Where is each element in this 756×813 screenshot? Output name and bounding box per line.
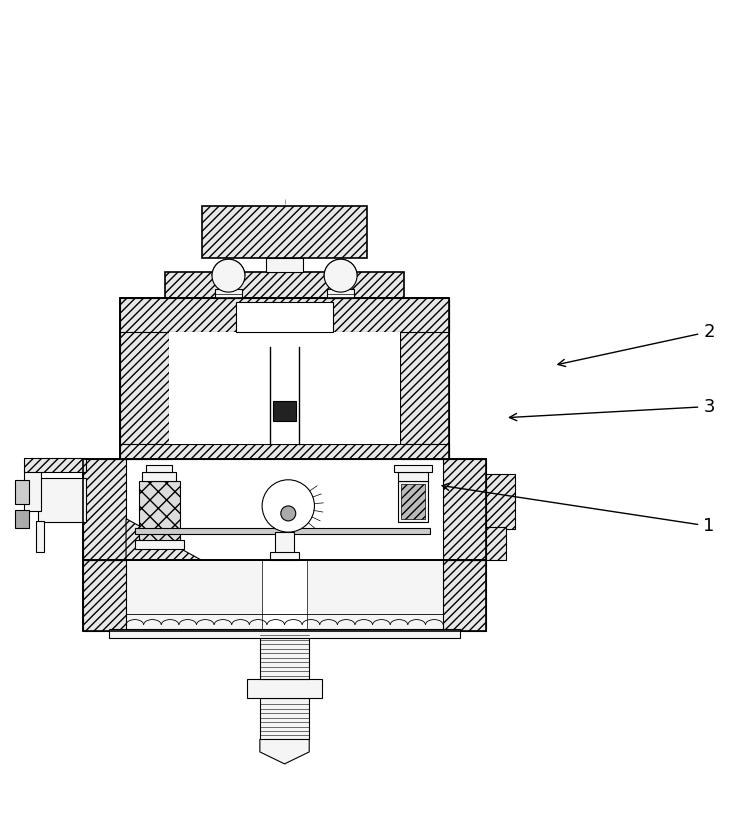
Text: 2: 2 (558, 323, 714, 367)
Bar (15, 480, 29, 504)
Circle shape (212, 259, 245, 292)
Bar (120, 298, 449, 459)
Bar (82, 459, 126, 560)
Bar (401, 485, 425, 520)
Bar (260, 698, 309, 739)
Text: 1: 1 (442, 483, 714, 535)
Bar (15, 510, 29, 528)
Bar (82, 560, 486, 631)
Bar (327, 289, 354, 298)
Bar (274, 401, 296, 421)
Text: 3: 3 (510, 398, 714, 420)
Bar (165, 272, 404, 298)
Polygon shape (126, 519, 201, 560)
Bar (82, 459, 486, 560)
Bar (82, 459, 486, 560)
Bar (36, 521, 44, 552)
Bar (82, 560, 486, 631)
Polygon shape (260, 739, 309, 764)
Bar (120, 298, 449, 332)
Bar (139, 481, 180, 541)
Bar (215, 289, 242, 298)
Bar (24, 470, 41, 511)
Bar (443, 560, 486, 631)
Bar (109, 629, 460, 638)
Bar (120, 444, 449, 459)
Circle shape (280, 506, 296, 521)
Bar (260, 631, 309, 680)
Bar (395, 465, 432, 472)
Bar (443, 459, 486, 560)
Bar (120, 298, 169, 459)
Wedge shape (212, 259, 245, 276)
Bar (398, 481, 428, 523)
Circle shape (324, 259, 357, 292)
Bar (236, 302, 333, 332)
Bar (401, 298, 449, 459)
Bar (169, 332, 401, 444)
Bar (203, 207, 367, 259)
Bar (270, 552, 299, 560)
Bar (262, 560, 307, 631)
Bar (24, 458, 86, 472)
Bar (135, 540, 184, 549)
Bar (247, 680, 322, 698)
Bar (266, 259, 303, 272)
Bar (146, 465, 172, 472)
Bar (486, 474, 515, 529)
Bar (82, 560, 126, 631)
Bar (126, 459, 443, 560)
Circle shape (262, 480, 314, 532)
Bar (120, 298, 449, 459)
Bar (142, 472, 176, 481)
Bar (486, 528, 506, 560)
Bar (135, 528, 430, 533)
Bar (275, 532, 294, 559)
Wedge shape (324, 259, 357, 276)
Bar (38, 477, 86, 523)
Bar (398, 472, 428, 481)
